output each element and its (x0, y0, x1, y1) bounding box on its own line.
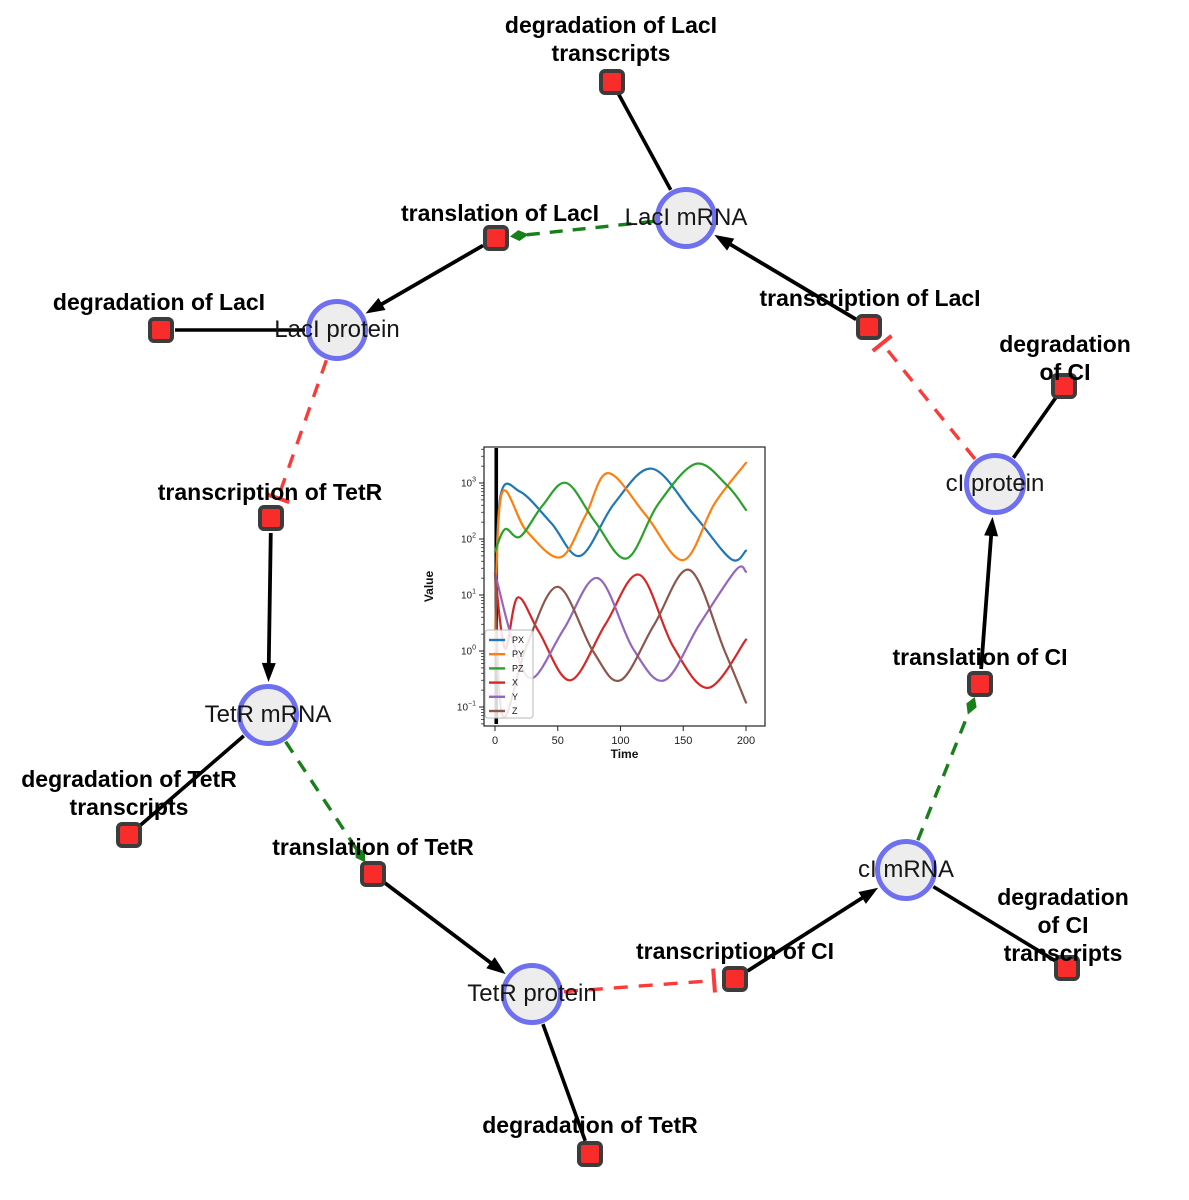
species-label-ci-protein: cI protein (945, 470, 1045, 497)
edge-ci-mrna-deg-ci-transcripts (932, 885, 1056, 963)
chart-series-X (493, 571, 748, 689)
reaction-node-deg-laci-transcripts[interactable] (599, 69, 625, 95)
reaction-label-deg-tetr-transcripts: degradation of TetR transcripts (21, 766, 237, 820)
reaction-label-deg-laci-transcripts: degradation of LacI transcripts (504, 12, 718, 66)
chart-xtick-label: 100 (611, 735, 629, 747)
edge-laci-mrna-deg-laci-transcripts (617, 93, 673, 191)
chart-legend: PX PY PZ XYZ (484, 629, 534, 719)
species-node-laci-protein[interactable] (306, 299, 368, 361)
chart-legend-label-Z: Z (512, 706, 518, 716)
chart-legend-label-PZ: PZ (512, 663, 524, 673)
edge-ci-protein-deg-ci (1011, 396, 1058, 459)
chart-xtick-label: 200 (737, 735, 755, 747)
species-node-tetr-mrna[interactable] (237, 684, 299, 746)
reaction-label-transcription-ci: transcription of CI (635, 938, 835, 964)
chart-yaxis-title: Value (424, 571, 436, 603)
chart-xtick-label: 150 (674, 735, 692, 747)
reaction-node-deg-laci[interactable] (148, 317, 174, 343)
chart-series-PZ (493, 462, 748, 560)
chart-xaxis-title: Time (611, 747, 639, 761)
edge-laci-protein-transcription-tetr (265, 359, 329, 505)
chart-axes-box (483, 446, 766, 727)
species-node-laci-mrna[interactable] (655, 187, 717, 249)
chart-xtick-label: 0 (492, 735, 498, 747)
reaction-node-deg-tetr-transcripts[interactable] (116, 822, 142, 848)
edge-tetr-protein-transcription-ci (563, 968, 717, 994)
edge-laci-mrna-translation-laci (509, 219, 655, 242)
reaction-node-transcription-laci[interactable] (856, 314, 882, 340)
edge-tetr-protein-deg-tetr (541, 1023, 587, 1142)
reaction-node-deg-tetr[interactable] (577, 1141, 603, 1167)
species-label-tetr-protein: TetR protein (467, 980, 597, 1007)
reaction-label-deg-laci: degradation of LacI (52, 289, 266, 315)
reaction-label-translation-ci: translation of CI (892, 644, 1068, 670)
chart-ytick-label: 100 (461, 645, 476, 658)
species-node-tetr-protein[interactable] (501, 963, 563, 1025)
species-node-ci-mrna[interactable] (875, 839, 937, 901)
chart-ytick-label: 101 (461, 589, 476, 602)
edge-translation-tetr-tetr-protein (383, 881, 506, 975)
reaction-node-deg-ci[interactable] (1051, 373, 1077, 399)
edge-translation-ci-ci-protein (979, 516, 999, 670)
reaction-node-deg-ci-transcripts[interactable] (1054, 955, 1080, 981)
chart-xtick-label: 50 (552, 735, 564, 747)
reaction-label-translation-laci: translation of LacI (400, 200, 600, 226)
species-label-laci-protein: LacI protein (274, 316, 400, 343)
edge-transcription-tetr-tetr-mrna (261, 532, 276, 683)
reaction-label-deg-ci-transcripts: degradation of CI transcripts (997, 884, 1129, 966)
inset-chart: 10−1 100 101 102 103 0 50 100 150 200 Time Value PX P… (422, 436, 776, 766)
edge-ci-protein-transcription-laci (871, 334, 977, 461)
chart-ytick-label: 102 (461, 533, 476, 546)
reaction-node-translation-ci[interactable] (967, 671, 993, 697)
chart-legend-label-X: X (512, 678, 518, 688)
species-node-ci-protein[interactable] (964, 453, 1026, 515)
chart-legend-label-Y: Y (512, 692, 518, 702)
species-label-tetr-mrna: TetR mRNA (204, 701, 332, 728)
chart-legend-label-PY: PY (512, 649, 524, 659)
edge-tetr-mrna-deg-tetr-transcripts (138, 734, 245, 828)
reaction-node-transcription-tetr[interactable] (258, 505, 284, 531)
chart-ytick-label: 103 (461, 477, 476, 490)
species-label-laci-mrna: LacI mRNA (624, 204, 748, 231)
edge-transcription-laci-laci-mrna (714, 234, 858, 321)
reaction-node-translation-laci[interactable] (483, 225, 509, 251)
edge-ci-mrna-translation-ci (916, 697, 977, 841)
chart-series-PY (493, 461, 748, 653)
reaction-label-transcription-laci: transcription of LacI (759, 285, 981, 311)
reaction-label-deg-ci: degradation of CI (999, 331, 1131, 385)
species-label-ci-mrna: cI mRNA (858, 856, 954, 883)
edge-tetr-mrna-translation-tetr (284, 740, 366, 863)
reaction-label-deg-tetr: degradation of TetR (482, 1112, 698, 1138)
chart-ytick-label: 10−1 (457, 701, 476, 714)
edge-transcription-ci-ci-mrna (746, 887, 879, 973)
chart-legend-label-PX: PX (512, 635, 524, 645)
reaction-node-transcription-ci[interactable] (722, 966, 748, 992)
reaction-label-transcription-tetr: transcription of TetR (157, 479, 383, 505)
reaction-node-translation-tetr[interactable] (360, 861, 386, 887)
edge-translation-laci-laci-protein (365, 243, 484, 314)
reaction-label-translation-tetr: translation of TetR (272, 834, 474, 860)
